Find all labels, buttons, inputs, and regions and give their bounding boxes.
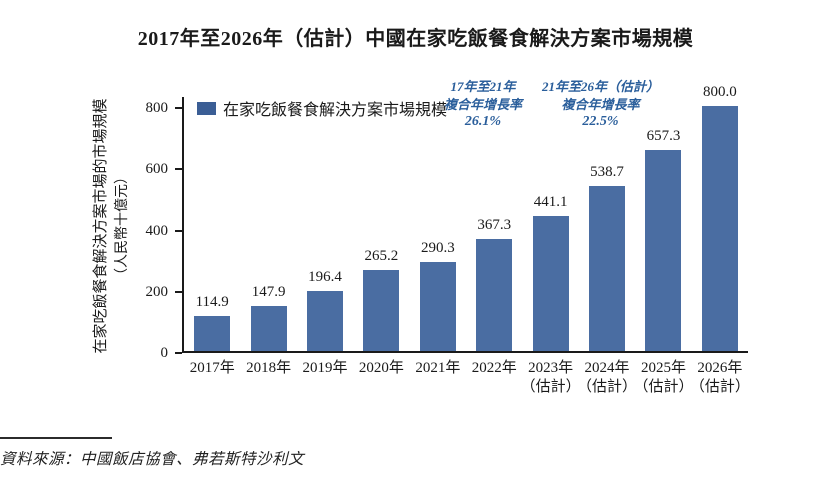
x-axis-label: 2025年 （估計） [633, 360, 694, 395]
bar-value-label: 290.3 [420, 240, 455, 257]
x-axis-label: 2017年 [189, 360, 235, 376]
y-tick-mark [175, 229, 182, 232]
plot-area: 114.9 2017年 147.9 2018年 196.4 2019年 265.2 2020年… [182, 84, 750, 395]
source-divider [0, 437, 112, 439]
y-tick-label: 800 [145, 100, 169, 116]
annotation-range: 21年至26年（估計） [541, 79, 659, 94]
x-axis-label: 2019年 [302, 360, 348, 376]
x-axis-label: 2021年 [415, 360, 461, 376]
x-axis-label: 2024年 （估計） [577, 360, 638, 395]
cagr-annotation-2017-2021: 17年至21年 複合年增長率 26.1% [408, 78, 558, 132]
bar-slot: 800.0 2026年 （估計） [690, 84, 750, 395]
cagr-annotation-2021-2026: 21年至26年（估計） 複合年增長率 22.5% [518, 78, 683, 132]
bar [701, 106, 738, 351]
bar [363, 269, 400, 351]
bar-value-label: 147.9 [251, 283, 286, 300]
bar-value-label: 538.7 [590, 164, 624, 181]
y-axis-title: 在家吃飯餐食解決方案市場的市場規模 （人民幣十億元） [91, 56, 135, 396]
x-axis-label: 2018年 [246, 360, 292, 376]
bar [645, 149, 682, 351]
bar-slot: 265.2 2020年 [353, 97, 409, 376]
legend-swatch-icon [197, 101, 216, 115]
bar [194, 315, 231, 351]
x-axis-label: 2026年 （估計） [689, 360, 750, 395]
bar-value-label: 800.0 [702, 84, 737, 100]
bar [589, 186, 626, 351]
x-axis-label: 2023年 （估計） [520, 360, 581, 395]
annotation-value: 26.1% [464, 114, 502, 130]
y-axis: 0 200 400 600 800 [130, 97, 182, 361]
bar-slot: 657.3 2025年 （估計） [633, 97, 693, 395]
bar-slot: 147.9 2018年 [240, 97, 296, 376]
legend: 在家吃飯餐食解決方案市場規模 [197, 96, 447, 120]
source-note: 資料來源：中國飯店協會、弗若斯特沙利文 [0, 451, 305, 468]
bar-slot: 538.7 2024年 （估計） [577, 97, 637, 395]
annotation-value: 22.5% [582, 114, 619, 130]
x-axis-label: 2022年 [471, 360, 517, 376]
bar-slot: 441.1 2023年 （估計） [521, 97, 581, 395]
bar-value-label: 441.1 [533, 193, 568, 210]
bar [532, 215, 569, 351]
bar-value-label: 367.3 [477, 216, 512, 233]
annotation-label: 複合年增長率 [443, 96, 522, 112]
bar [419, 262, 456, 351]
y-tick-mark [175, 290, 182, 293]
bar-value-label: 265.2 [364, 247, 399, 264]
annotation-label: 複合年增長率 [561, 96, 640, 112]
annotation-range: 17年至21年 [450, 79, 516, 94]
bar-slot: 367.3 2022年 [466, 97, 522, 376]
y-tick-label: 600 [145, 161, 169, 178]
y-tick-mark [175, 352, 182, 354]
legend-label: 在家吃飯餐食解決方案市場規模 [223, 102, 448, 119]
x-axis-label: 2020年 [358, 360, 404, 376]
bar [476, 238, 513, 351]
bar-value-label: 196.4 [308, 268, 342, 285]
y-tick-label: 400 [145, 222, 169, 239]
chart-title: 2017年至2026年（估計）中國在家吃飯餐食解決方案市場規模 [137, 28, 694, 50]
bar [307, 290, 344, 351]
bar [250, 305, 287, 351]
y-tick-mark [175, 107, 182, 109]
bar-slot: 114.9 2017年 [184, 97, 240, 376]
y-axis-title-main: 在家吃飯餐食解決方案市場的市場規模 [93, 98, 109, 354]
bar-value-label: 657.3 [646, 127, 681, 144]
bar-slot: 196.4 2019年 [297, 97, 353, 376]
y-tick-label: 0 [160, 345, 169, 361]
y-tick-label: 200 [145, 283, 169, 300]
bar-slot: 290.3 2021年 [410, 97, 466, 376]
bar-value-label: 114.9 [195, 293, 229, 310]
y-tick-mark [175, 168, 182, 171]
